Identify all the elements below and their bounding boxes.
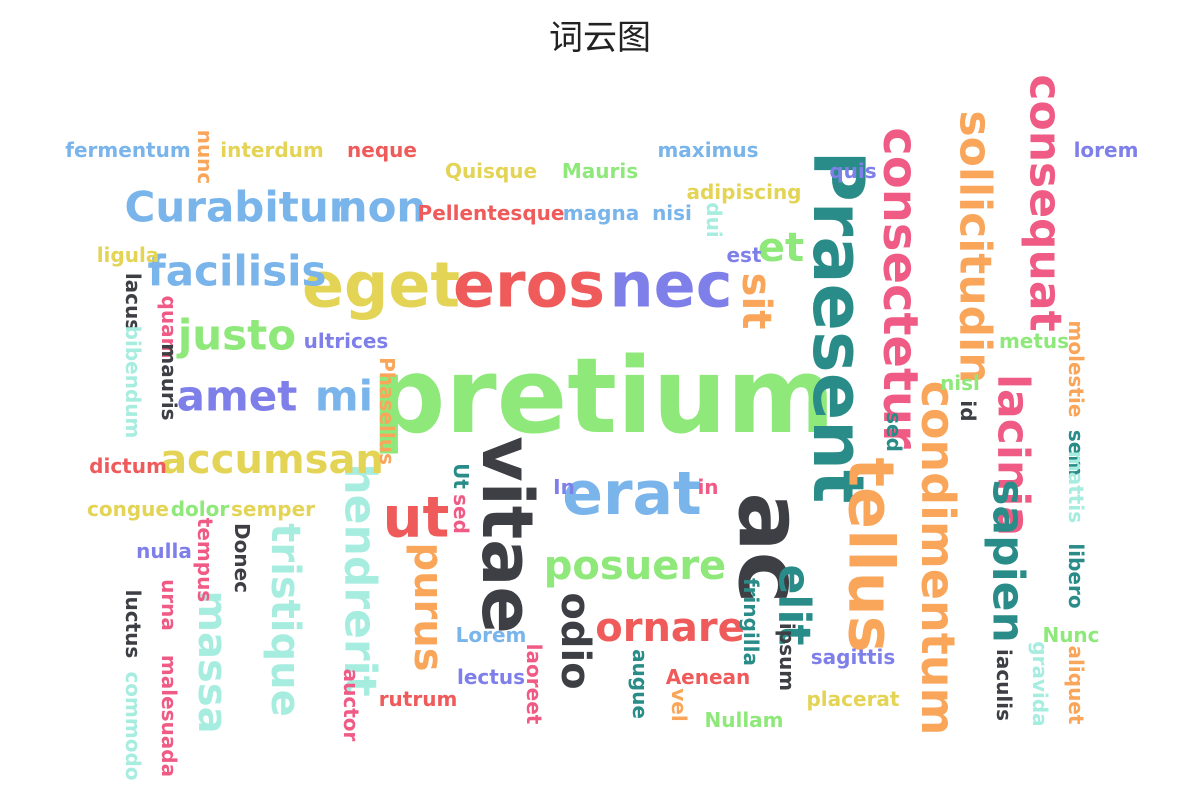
word-justo: justo [176,311,296,360]
word-commodo: commodo [121,671,145,780]
word-rutrum: rutrum [379,687,458,711]
word-nec: nec [610,249,733,322]
word-sagittis: sagittis [811,645,895,669]
word-vitae: vitae [466,436,548,634]
word-lacinia: lacinia [988,374,1039,536]
word-pretium: pretium [371,335,835,457]
word-eget: eget [302,249,460,322]
word-ut: ut [383,486,450,551]
word-nunc: nunc [193,130,217,185]
word-iaculis: iaculis [992,649,1016,721]
word-mauris: Mauris [562,159,638,183]
word-pellentesque: Pellentesque [418,201,565,225]
word-non: non [338,183,427,232]
word-ultrices: ultrices [304,329,389,353]
word-lacus: lacus [121,273,145,331]
word-amet: amet [177,372,298,421]
word-magna: magna [563,201,639,225]
word-congue: congue [87,497,169,521]
word-lectus: lectus [457,665,525,689]
word-libero: libero [1064,543,1088,608]
word-hendrerit: hendrerit [335,463,386,696]
word-et: et [758,225,804,271]
chart-title: 词云图 [549,18,651,58]
word-lorem: Lorem [456,623,527,647]
word-dolor: dolor [171,497,230,521]
word-quisque: Quisque [445,159,537,183]
word-sapien: sapien [983,479,1034,643]
word-interdum: interdum [220,138,323,162]
word-mattis: mattis [1064,451,1088,523]
word-erat: erat [562,459,701,529]
word-lorem: lorem [1074,138,1139,162]
word-molestie: molestie [1064,321,1088,418]
word-gravida: gravida [1028,641,1052,726]
word-aenean: Aenean [666,665,751,689]
word-donec: Donec [230,523,254,593]
word-aliquet: aliquet [1064,646,1088,725]
word-ornare: ornare [595,605,745,651]
word-tempus: tempus [193,518,217,602]
word-bibendum: bibendum [121,326,145,439]
word-sed: sed [882,412,906,452]
word-laoreet: laoreet [522,644,546,725]
word-in: in [697,475,718,499]
word-tellus: tellus [835,457,908,652]
word-semper: semper [231,497,315,521]
word-nullam: Nullam [704,708,783,732]
word-metus: metus [999,329,1069,353]
word-ut: Ut [449,463,473,489]
word-mauris: mauris [157,343,181,420]
word-ac: ac [719,492,822,604]
word-nunc: Nunc [1042,623,1099,647]
word-luctus: luctus [121,590,145,659]
word-elit: elit [769,564,820,645]
word-sollicitudin: sollicitudin [950,110,1001,383]
word-massa: massa [189,590,235,733]
word-purus: purus [405,542,451,671]
word-maximus: maximus [657,138,758,162]
word-adipiscing: adipiscing [686,180,801,204]
word-mi: mi [315,372,373,421]
word-praesent: Praesent [797,151,879,504]
word-condimentum: condimentum [911,381,965,736]
word-ligula: ligula [97,243,160,267]
word-facilisis: facilisis [147,247,326,296]
word-sem: sem [1064,430,1088,476]
word-neque: neque [347,138,417,162]
word-posuere: posuere [544,543,726,589]
word-nisi: nisi [652,201,692,225]
word-dui: dui [702,202,726,237]
word-nulla: nulla [136,539,192,563]
word-odio: odio [552,592,598,689]
word-tristique: tristique [262,523,308,716]
word-sit: sit [733,273,779,330]
word-id: id [956,400,980,421]
word-accumsan: accumsan [160,437,384,483]
word-est: est [726,243,761,267]
word-eros: eros [453,249,605,322]
word-auctor: auctor [339,669,363,742]
word-in: In [553,475,575,499]
word-ipsum: ipsum [775,623,799,691]
word-consectetur: consectetur [872,127,928,449]
word-fringilla: fringilla [739,578,763,666]
word-dictum: dictum [89,454,167,478]
word-quis: quis [829,159,876,183]
word-quam: quam [157,296,181,359]
word-sed: sed [449,494,473,534]
word-consequat: consequat [1020,74,1071,331]
word-vel: vel [667,688,691,721]
word-phasellus: Phasellus [375,357,399,465]
word-fermentum: fermentum [65,138,190,162]
word-augue: augue [628,649,652,719]
word-urna: urna [157,579,181,631]
word-placerat: placerat [806,687,899,711]
word-nisl: nisl [940,371,980,395]
word-malesuada: malesuada [157,655,181,777]
word-curabitur: Curabitur [125,183,350,232]
